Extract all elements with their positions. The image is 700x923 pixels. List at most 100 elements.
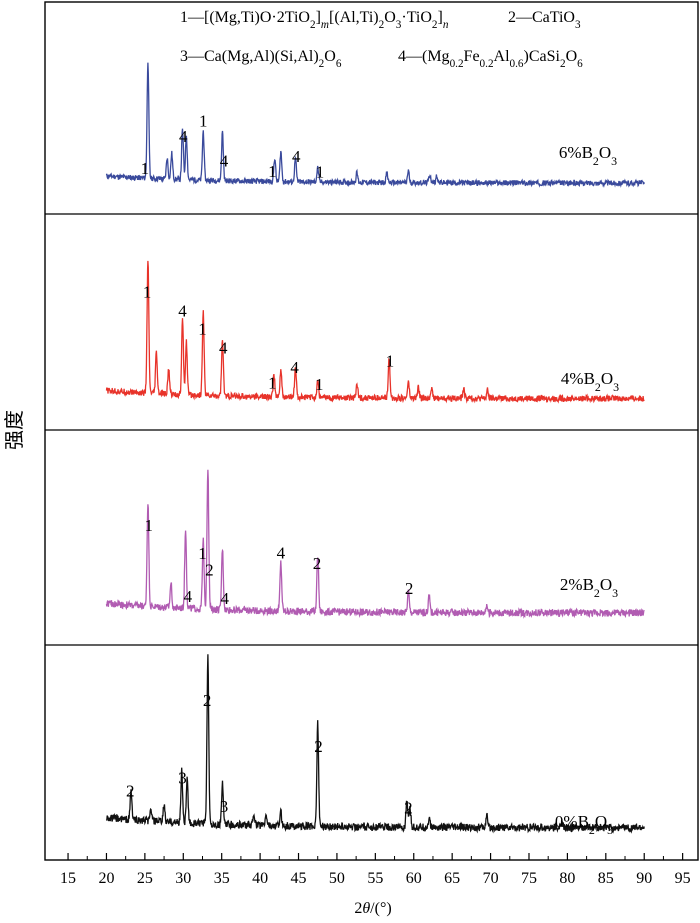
peak-label: 4 bbox=[290, 358, 299, 377]
x-tick-label: 30 bbox=[175, 870, 191, 887]
x-tick-label: 95 bbox=[675, 870, 691, 887]
legend-entry-part: O bbox=[566, 48, 578, 65]
legend-entry-part: CaTiO bbox=[532, 9, 575, 26]
series-label-part: 2 bbox=[595, 380, 601, 394]
series-label-part: 3 bbox=[607, 823, 613, 837]
x-axis-label: 2θ/(°) bbox=[354, 900, 391, 917]
x-tick-label: 65 bbox=[444, 870, 460, 887]
xrd-series-line bbox=[105, 469, 645, 619]
chart-frame bbox=[44, 1, 699, 861]
x-tick-label: 60 bbox=[406, 870, 422, 887]
series-label: 6%B2O3 bbox=[559, 143, 617, 168]
peak-label: 1 bbox=[386, 352, 395, 371]
legend-entry-part: [(Mg,Ti)O·2TiO bbox=[204, 9, 310, 26]
x-tick-label: 70 bbox=[483, 870, 499, 887]
plot-border bbox=[44, 1, 699, 861]
y-axis-label: 强度 bbox=[2, 410, 26, 450]
peak-label: 2 bbox=[314, 737, 323, 756]
series-label-part: O bbox=[600, 575, 612, 594]
series-label-part: O bbox=[595, 812, 607, 831]
peak-label: 4 bbox=[292, 147, 301, 166]
legend-entry: 3—Ca(Mg,Al)(Si,Al)2O6 bbox=[180, 48, 342, 70]
x-tick-label: 50 bbox=[329, 870, 345, 887]
peak-label: 4 bbox=[277, 543, 286, 562]
series-label-part: O bbox=[599, 143, 611, 162]
series-label-part: 2 bbox=[594, 586, 600, 600]
legend-entry-part: )CaSi bbox=[524, 48, 561, 65]
x-tick-label: 20 bbox=[98, 870, 114, 887]
x-axis: 15 20 25 30 35 40 45 50 55 60 65 70 75 80 85 90 95 bbox=[60, 853, 691, 887]
legend-entry-part: ] bbox=[316, 9, 321, 26]
series-label-part: 2%B bbox=[560, 575, 594, 594]
peak-label: 2 bbox=[205, 560, 214, 579]
series-label: 2%B2O3 bbox=[560, 575, 618, 600]
legend-entry-part: ·TiO bbox=[401, 9, 432, 26]
legend-entry-part: 4— bbox=[398, 48, 423, 65]
legend-entry: 4—(Mg0.2Fe0.2Al0.6)CaSi2O6 bbox=[398, 48, 583, 70]
series-label-part: 3 bbox=[611, 154, 617, 168]
legend-entry-part: 3— bbox=[180, 48, 205, 65]
peak-label: 2 bbox=[405, 579, 414, 598]
x-tick-label: 15 bbox=[60, 870, 76, 887]
x-axis-label-part: θ bbox=[362, 900, 370, 917]
peak-label: 4 bbox=[184, 587, 193, 606]
legend-entry-part: 6 bbox=[577, 58, 583, 70]
series-label-part: 4%B bbox=[561, 369, 595, 388]
peak-label: 1 bbox=[199, 112, 208, 131]
peak-label: 1 bbox=[268, 373, 277, 392]
series-label-part: 2 bbox=[593, 154, 599, 168]
series-label-part: 2 bbox=[589, 823, 595, 837]
peak-label: 1 bbox=[198, 320, 207, 339]
legend-entry-part: 6 bbox=[336, 58, 342, 70]
series-label-part: 3 bbox=[613, 380, 619, 394]
peak-label: 2 bbox=[203, 691, 212, 710]
legend-entry-part: 0.6 bbox=[510, 58, 524, 70]
x-tick-label: 40 bbox=[252, 870, 268, 887]
legend-entry-part: O bbox=[324, 48, 336, 65]
x-tick-label: 25 bbox=[137, 870, 153, 887]
peak-label: 3 bbox=[178, 769, 187, 788]
series-label: 4%B2O3 bbox=[561, 369, 619, 394]
legend: 1—[(Mg,Ti)O·2TiO2]m[(Al,Ti)2O3·TiO2]n 2—C… bbox=[180, 9, 583, 70]
legend-entry-part: 1— bbox=[180, 9, 205, 26]
x-tick-label: 90 bbox=[636, 870, 652, 887]
legend-entry-part: 2 bbox=[432, 19, 438, 31]
legend-entry-part: O bbox=[384, 9, 396, 26]
legend-entry-part: 2 bbox=[560, 58, 566, 70]
peak-label: 2 bbox=[126, 781, 135, 800]
peak-label: 2 bbox=[404, 799, 413, 818]
series-label-part: 0%B bbox=[555, 812, 589, 831]
x-tick-label: 35 bbox=[214, 870, 230, 887]
legend-entry-part: ] bbox=[438, 9, 443, 26]
peak-label: 4 bbox=[178, 301, 187, 320]
legend-entry-part: 3 bbox=[575, 19, 581, 31]
legend-entry: 1—[(Mg,Ti)O·2TiO2]m[(Al,Ti)2O3·TiO2]n bbox=[180, 9, 449, 31]
peak-label: 3 bbox=[220, 797, 229, 816]
series-label-part: 6%B bbox=[559, 143, 593, 162]
legend-entry-part: Fe bbox=[464, 48, 480, 65]
peak-label: 1 bbox=[316, 163, 325, 182]
xrd-series-line bbox=[105, 654, 645, 834]
peak-label: 4 bbox=[221, 589, 230, 608]
legend-entry-part: Al bbox=[494, 48, 511, 65]
peak-label: 1 bbox=[268, 162, 277, 181]
peak-label: 4 bbox=[179, 127, 188, 146]
legend-entry-part: 2 bbox=[319, 58, 325, 70]
xrd-series-line bbox=[105, 260, 645, 404]
peak-label: 1 bbox=[198, 544, 207, 563]
legend-entry-part: 2— bbox=[508, 9, 533, 26]
legend-entry-part: (Mg bbox=[422, 48, 450, 65]
peak-label: 1 bbox=[141, 159, 150, 178]
legend-entry-part: 0.2 bbox=[480, 58, 494, 70]
x-axis-label-part: /(°) bbox=[370, 900, 392, 917]
peak-label: 4 bbox=[220, 151, 229, 170]
series-label-part: 3 bbox=[612, 586, 618, 600]
x-tick-label: 45 bbox=[291, 870, 307, 887]
x-axis-label-part: 2 bbox=[354, 900, 362, 917]
legend-entry-part: Ca(Mg,Al)(Si,Al) bbox=[204, 48, 319, 65]
peak-label: 2 bbox=[313, 554, 322, 573]
legend-entry-part: 3 bbox=[396, 19, 402, 31]
peak-label: 1 bbox=[143, 283, 152, 302]
